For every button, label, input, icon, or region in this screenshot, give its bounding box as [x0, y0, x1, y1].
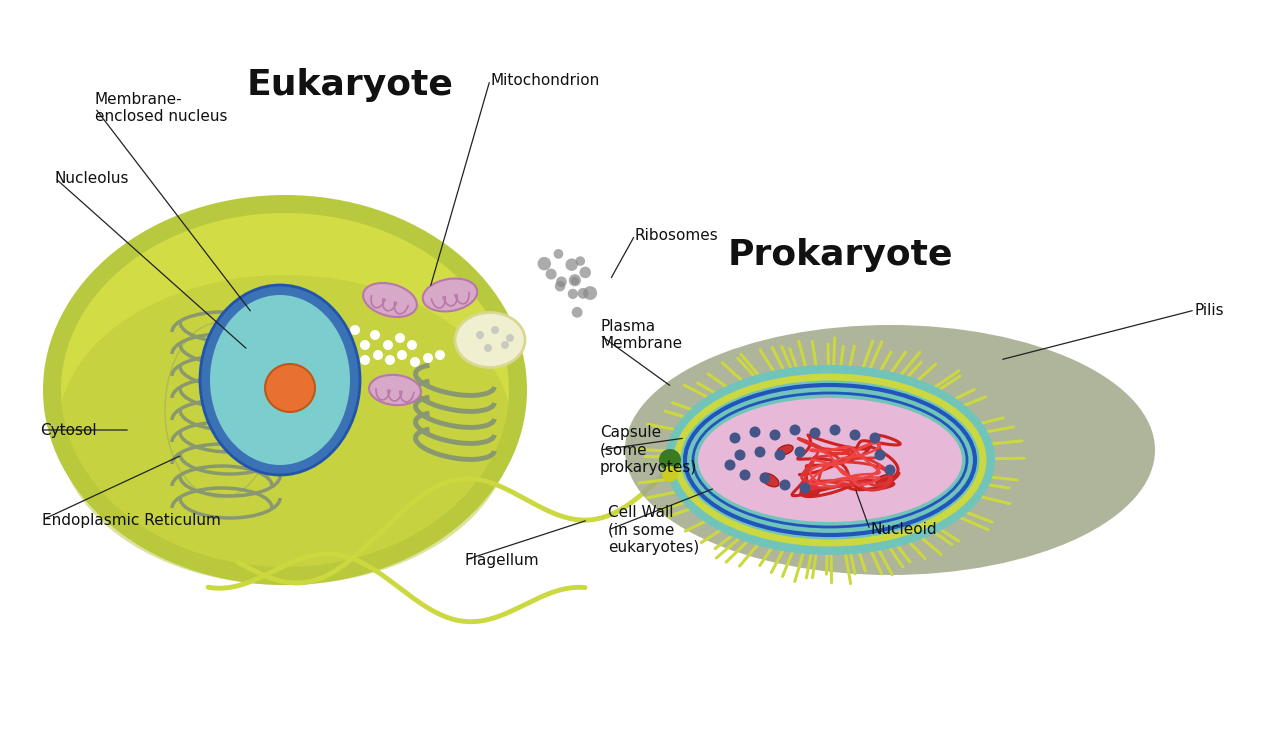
Text: Flagellum: Flagellum	[465, 553, 540, 567]
Text: Cytosol: Cytosol	[40, 423, 96, 437]
Ellipse shape	[666, 365, 995, 555]
Circle shape	[553, 249, 563, 259]
Circle shape	[850, 429, 860, 440]
Circle shape	[724, 459, 736, 470]
Ellipse shape	[265, 364, 315, 412]
Circle shape	[795, 446, 805, 457]
Circle shape	[571, 277, 579, 285]
Circle shape	[435, 350, 445, 360]
Circle shape	[580, 267, 591, 279]
Circle shape	[829, 425, 841, 436]
Ellipse shape	[698, 398, 963, 522]
Circle shape	[538, 257, 550, 270]
Circle shape	[774, 450, 786, 461]
Circle shape	[662, 466, 678, 482]
Circle shape	[809, 428, 820, 439]
Circle shape	[790, 425, 800, 436]
Text: Capsule
(some
prokaryotes): Capsule (some prokaryotes)	[600, 425, 698, 475]
Circle shape	[740, 470, 750, 481]
Circle shape	[360, 340, 370, 350]
Circle shape	[500, 341, 509, 349]
Circle shape	[884, 465, 896, 476]
Ellipse shape	[777, 445, 794, 455]
Circle shape	[407, 340, 417, 350]
Circle shape	[397, 350, 407, 360]
Circle shape	[383, 340, 393, 350]
Circle shape	[584, 286, 596, 300]
Ellipse shape	[61, 213, 509, 567]
Circle shape	[568, 289, 579, 299]
Circle shape	[484, 344, 492, 352]
Circle shape	[735, 450, 745, 461]
Circle shape	[566, 259, 577, 271]
Circle shape	[576, 257, 585, 266]
Circle shape	[874, 450, 886, 461]
Circle shape	[506, 334, 515, 342]
Ellipse shape	[800, 485, 819, 495]
Circle shape	[800, 482, 810, 493]
Circle shape	[750, 426, 760, 437]
Circle shape	[349, 325, 360, 335]
Ellipse shape	[625, 325, 1155, 575]
Text: Cell Wall
(in some
eukaryotes): Cell Wall (in some eukaryotes)	[608, 505, 699, 555]
Circle shape	[422, 353, 433, 363]
Ellipse shape	[44, 195, 527, 585]
Text: Mitochondrion: Mitochondrion	[490, 73, 599, 87]
Text: Plasma
Membrane: Plasma Membrane	[600, 319, 682, 351]
Circle shape	[372, 350, 383, 360]
Circle shape	[410, 357, 420, 367]
Circle shape	[554, 281, 566, 292]
Circle shape	[335, 335, 346, 345]
Circle shape	[577, 288, 589, 298]
Circle shape	[769, 429, 781, 440]
Circle shape	[385, 355, 396, 365]
Circle shape	[476, 331, 484, 339]
Circle shape	[360, 355, 370, 365]
Ellipse shape	[210, 295, 349, 465]
Text: Eukaryote: Eukaryote	[247, 68, 453, 102]
Ellipse shape	[200, 285, 360, 475]
Circle shape	[545, 268, 557, 279]
Ellipse shape	[58, 275, 512, 585]
Circle shape	[396, 333, 404, 343]
Ellipse shape	[760, 473, 780, 487]
Text: Prokaryote: Prokaryote	[727, 238, 952, 272]
Text: Nucleoid: Nucleoid	[870, 523, 937, 537]
Ellipse shape	[876, 475, 895, 485]
Circle shape	[659, 449, 681, 471]
Text: Ribosomes: Ribosomes	[635, 228, 719, 243]
Circle shape	[572, 307, 582, 318]
Circle shape	[556, 276, 567, 287]
Ellipse shape	[369, 375, 421, 405]
Text: Nucleolus: Nucleolus	[55, 171, 129, 185]
Circle shape	[568, 274, 581, 287]
Ellipse shape	[364, 283, 417, 317]
Ellipse shape	[454, 312, 525, 368]
Circle shape	[492, 326, 499, 334]
Circle shape	[754, 446, 765, 457]
Circle shape	[370, 330, 380, 340]
Circle shape	[759, 473, 771, 484]
Ellipse shape	[422, 279, 477, 312]
Circle shape	[730, 432, 741, 443]
Circle shape	[780, 479, 791, 490]
Text: Endoplasmic Reticulum: Endoplasmic Reticulum	[42, 512, 221, 528]
Text: Membrane-
enclosed nucleus: Membrane- enclosed nucleus	[95, 92, 228, 124]
Circle shape	[869, 432, 881, 443]
Text: Pilis: Pilis	[1196, 303, 1225, 318]
